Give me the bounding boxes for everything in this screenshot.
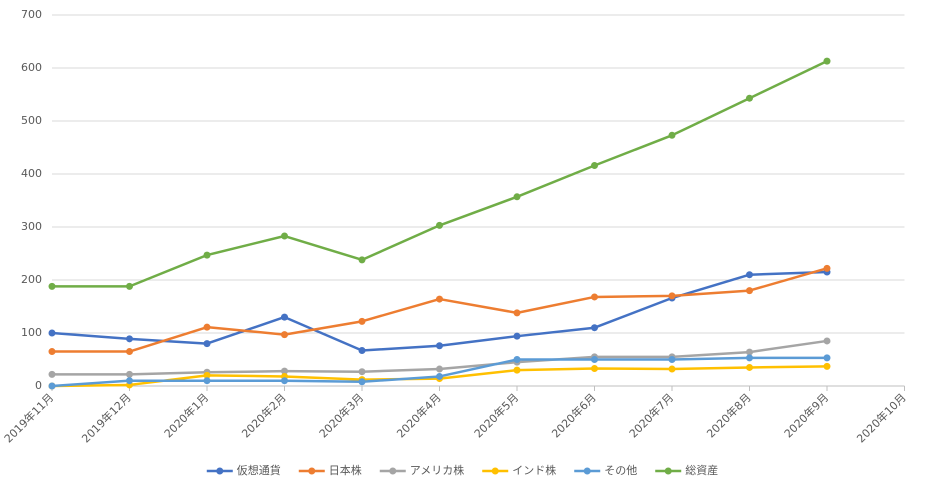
y-tick-label: 400 xyxy=(21,167,42,180)
marker xyxy=(668,131,676,139)
marker xyxy=(746,94,753,102)
legend-label: 総資産 xyxy=(685,463,718,477)
x-tick-label: 2020年1月 xyxy=(161,390,211,440)
x-tick-label: 2019年11月 xyxy=(1,390,56,445)
y-tick-label: 200 xyxy=(21,273,42,286)
legend-label: インド株 xyxy=(512,463,556,477)
marker xyxy=(281,377,288,385)
marker xyxy=(746,271,753,279)
legend-marker xyxy=(491,467,499,475)
legend-label: その他 xyxy=(604,464,637,477)
y-tick-label: 0 xyxy=(35,379,42,392)
marker xyxy=(513,366,521,374)
x-tick-label: 2020年2月 xyxy=(239,390,289,440)
marker xyxy=(203,377,211,385)
marker xyxy=(48,370,56,378)
marker xyxy=(668,365,676,373)
marker xyxy=(823,354,831,362)
marker xyxy=(203,340,211,348)
marker xyxy=(823,362,831,370)
marker xyxy=(436,295,443,303)
marker xyxy=(436,221,443,229)
marker xyxy=(746,287,753,295)
x-tick-label: 2020年3月 xyxy=(316,390,366,440)
marker xyxy=(281,367,288,375)
marker xyxy=(591,293,598,301)
marker xyxy=(48,329,56,337)
marker xyxy=(48,282,56,290)
marker xyxy=(823,264,831,272)
marker xyxy=(281,313,288,321)
marker xyxy=(746,354,753,362)
marker xyxy=(358,378,366,386)
marker xyxy=(203,371,211,379)
marker xyxy=(126,370,133,378)
marker xyxy=(823,57,831,65)
marker xyxy=(126,282,133,290)
x-tick-label: 2020年5月 xyxy=(471,390,521,440)
marker xyxy=(513,309,521,317)
legend-marker xyxy=(389,467,397,475)
legend-marker xyxy=(216,467,224,475)
marker xyxy=(48,348,56,356)
x-tick-label: 2019年12月 xyxy=(79,390,134,445)
marker xyxy=(203,251,211,259)
legend-marker xyxy=(308,467,316,475)
x-tick-label: 2020年4月 xyxy=(394,390,444,440)
x-tick-label: 2020年7月 xyxy=(626,390,676,440)
marker xyxy=(591,365,598,373)
marker xyxy=(513,356,521,363)
x-tick-label: 2020年6月 xyxy=(549,390,599,440)
marker xyxy=(436,365,443,373)
y-tick-label: 100 xyxy=(21,326,42,339)
marker xyxy=(358,317,366,325)
legend-label: 日本株 xyxy=(329,463,362,477)
marker xyxy=(746,363,753,371)
marker xyxy=(48,382,56,390)
marker xyxy=(513,193,521,201)
marker xyxy=(358,346,366,354)
legend-marker xyxy=(664,467,672,475)
marker xyxy=(126,335,133,343)
marker xyxy=(203,323,211,331)
marker xyxy=(668,292,676,300)
marker xyxy=(513,332,521,340)
marker xyxy=(436,372,443,380)
series-line xyxy=(52,267,828,353)
y-tick-label: 700 xyxy=(21,8,42,21)
marker xyxy=(591,324,598,332)
x-tick-label: 2020年10月 xyxy=(854,390,909,445)
legend-marker xyxy=(583,467,591,475)
marker xyxy=(281,232,288,240)
marker xyxy=(436,342,443,350)
marker xyxy=(591,162,598,170)
marker xyxy=(668,356,676,363)
legend-label: アメリカ株 xyxy=(410,463,464,477)
y-tick-label: 300 xyxy=(21,220,42,233)
x-tick-label: 2020年9月 xyxy=(781,390,831,440)
y-tick-label: 600 xyxy=(21,61,42,74)
marker xyxy=(281,331,288,339)
marker xyxy=(591,356,598,363)
y-tick-label: 500 xyxy=(21,114,42,127)
marker xyxy=(823,337,831,345)
x-tick-label: 2020年8月 xyxy=(704,390,754,440)
marker xyxy=(126,348,133,356)
marker xyxy=(126,377,133,385)
marker xyxy=(746,348,753,356)
marker xyxy=(358,256,366,264)
marker xyxy=(358,368,366,376)
legend: 仮想通貨 日本株 アメリカ株 インド株 その他 総資産 xyxy=(206,463,718,477)
legend-label: 仮想通貨 xyxy=(237,463,281,477)
